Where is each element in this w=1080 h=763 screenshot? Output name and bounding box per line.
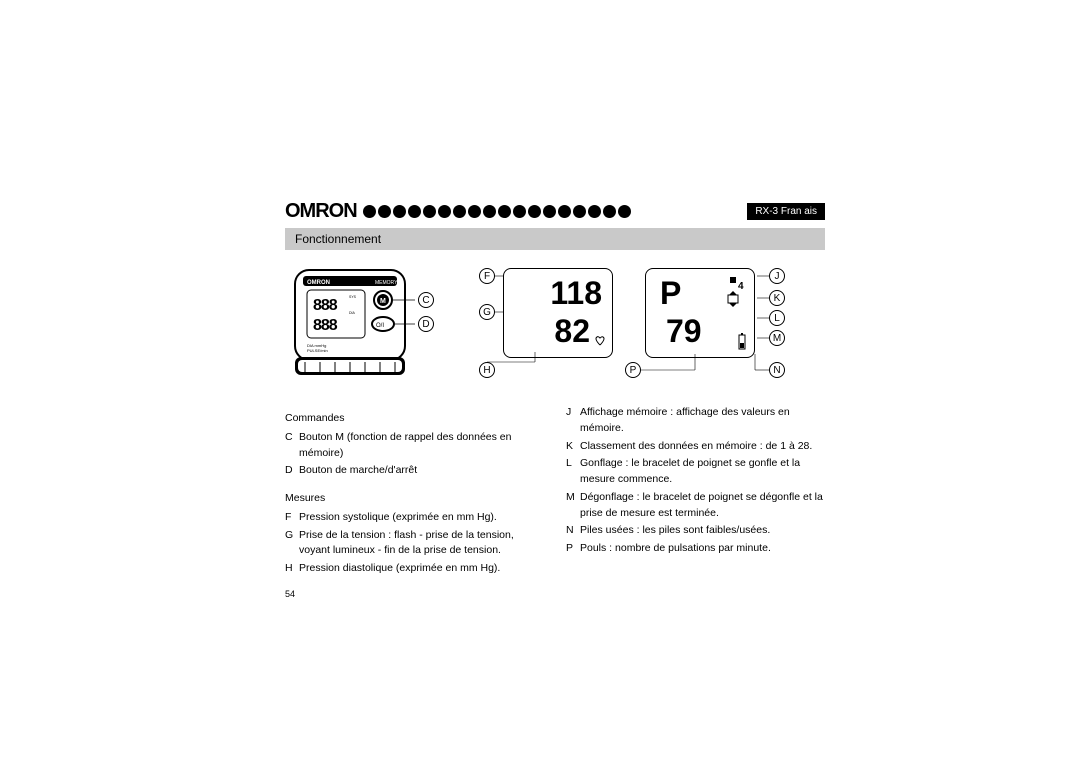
callout-c: C bbox=[418, 292, 434, 308]
device-diagram: OMRON MEMORY 888 888 SYS DIA M O/I DIA m… bbox=[285, 262, 455, 387]
device-brand-text: OMRON bbox=[307, 280, 330, 286]
item-g: GPrise de la tension : flash - prise de … bbox=[285, 528, 544, 560]
header-dot bbox=[453, 205, 466, 218]
header-dot bbox=[438, 205, 451, 218]
svg-text:M: M bbox=[380, 298, 386, 305]
svg-text:O/I: O/I bbox=[376, 323, 384, 329]
svg-text:SYS: SYS bbox=[349, 295, 357, 299]
header-dot bbox=[558, 205, 571, 218]
model-label: RX-3 Fran ais bbox=[747, 203, 825, 220]
header-dot bbox=[363, 205, 376, 218]
header-dot bbox=[513, 205, 526, 218]
brand-logo: OMRON bbox=[285, 200, 357, 223]
lcd-line1: 888 bbox=[313, 297, 338, 314]
lcd-diagrams: 118 82 F G H P 4 bbox=[475, 262, 795, 382]
svg-text:PULSE/min: PULSE/min bbox=[307, 348, 328, 353]
item-c: CBouton M (fonction de rappel des donnée… bbox=[285, 430, 544, 462]
item-j: JAffichage mémoire : affichage des valeu… bbox=[566, 405, 825, 437]
item-n: NPiles usées : les piles sont faibles/us… bbox=[566, 523, 825, 539]
description-columns: Commandes CBouton M (fonction de rappel … bbox=[285, 405, 825, 579]
header-dot bbox=[408, 205, 421, 218]
header-dot bbox=[378, 205, 391, 218]
header-dot bbox=[483, 205, 496, 218]
leader-lines bbox=[475, 262, 795, 382]
commandes-head: Commandes bbox=[285, 411, 544, 427]
callout-d: D bbox=[418, 316, 434, 332]
decorative-dots bbox=[363, 205, 744, 218]
section-title: Fonctionnement bbox=[285, 228, 825, 250]
item-p: PPouls : nombre de pulsations par minute… bbox=[566, 541, 825, 557]
manual-page: OMRON RX-3 Fran ais Fonctionnement bbox=[285, 200, 825, 599]
right-column: JAffichage mémoire : affichage des valeu… bbox=[566, 405, 825, 579]
diagram-row: OMRON MEMORY 888 888 SYS DIA M O/I DIA m… bbox=[285, 262, 825, 387]
header-dot bbox=[423, 205, 436, 218]
memory-label-text: MEMORY bbox=[375, 280, 398, 286]
header-dot bbox=[393, 205, 406, 218]
header-dot bbox=[498, 205, 511, 218]
item-m: MDégonflage : le bracelet de poignet se … bbox=[566, 490, 825, 522]
lcd-line2: 888 bbox=[313, 317, 338, 334]
header-dot bbox=[543, 205, 556, 218]
left-column: Commandes CBouton M (fonction de rappel … bbox=[285, 405, 544, 579]
header-dot bbox=[573, 205, 586, 218]
item-k: KClassement des données en mémoire : de … bbox=[566, 439, 825, 455]
item-h: HPression diastolique (exprimée en mm Hg… bbox=[285, 561, 544, 577]
page-header: OMRON RX-3 Fran ais bbox=[285, 200, 825, 222]
header-dot bbox=[603, 205, 616, 218]
item-d: DBouton de marche/d'arrêt bbox=[285, 463, 544, 479]
header-dot bbox=[528, 205, 541, 218]
header-dot bbox=[588, 205, 601, 218]
item-f: FPression systolique (exprimée en mm Hg)… bbox=[285, 510, 544, 526]
page-number: 54 bbox=[285, 589, 825, 599]
item-l: LGonflage : le bracelet de poignet se go… bbox=[566, 456, 825, 488]
svg-text:DIA: DIA bbox=[349, 311, 356, 315]
mesures-head: Mesures bbox=[285, 491, 544, 507]
header-dot bbox=[618, 205, 631, 218]
header-dot bbox=[468, 205, 481, 218]
device-svg: OMRON MEMORY 888 888 SYS DIA M O/I DIA m… bbox=[285, 262, 425, 382]
